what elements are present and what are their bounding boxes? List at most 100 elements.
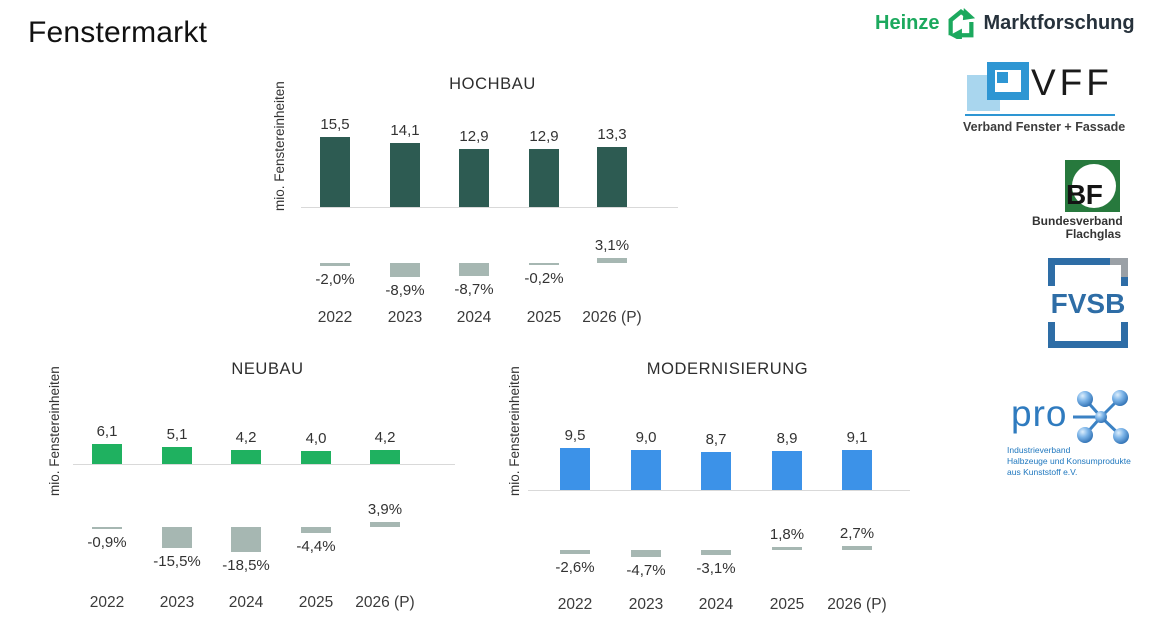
vff-window-inner-square <box>997 72 1008 83</box>
value-label: 9,1 <box>846 428 868 446</box>
year-label: 2024 <box>228 594 264 611</box>
year-label: 2025 <box>298 594 334 611</box>
value-label: 4,2 <box>374 429 396 447</box>
prok-subtitle: Industrieverband Halbzeuge und Konsumpro… <box>1007 445 1138 478</box>
pct-bar <box>92 527 122 529</box>
pct-label: 3,9% <box>367 500 403 518</box>
year-label: 2022 <box>89 594 125 611</box>
bf-subtitle: Bundesverband Flachglas <box>1032 214 1123 241</box>
bf-logo: BF Bundesverband Flachglas <box>1032 160 1123 242</box>
year-label: 2026 (P) <box>827 596 887 613</box>
house-recycle-arrows-icon <box>948 7 976 39</box>
value-label: 4,2 <box>235 429 257 447</box>
chart-modernisierung: mio. Fenstereinheiten MODERNISIERUNG 9,5… <box>495 350 920 618</box>
pct-label: -8,7% <box>454 281 494 299</box>
value-bar <box>231 450 261 464</box>
value-bar <box>301 450 331 464</box>
value-bar <box>390 143 420 207</box>
prok-molecule-icon <box>1073 390 1129 444</box>
pct-bar <box>370 521 400 527</box>
value-label: 12,9 <box>459 127 489 145</box>
pct-label: 3,1% <box>594 237 630 255</box>
pct-label: -0,2% <box>524 269 564 287</box>
pct-bar <box>301 527 331 533</box>
pct-bar <box>772 547 802 550</box>
page-title: Fenstermarkt <box>28 16 208 49</box>
pct-bar <box>320 263 350 267</box>
value-bar <box>701 451 731 490</box>
vff-window-icon <box>987 62 1029 100</box>
prok-wordmark: pro <box>1011 393 1068 434</box>
vff-logo: VFF Verband Fenster + Fassade <box>963 60 1126 138</box>
year-label: 2022 <box>317 309 353 326</box>
bf-green-square-icon <box>1065 160 1120 212</box>
value-label: 6,1 <box>96 422 118 440</box>
pct-bar <box>842 545 872 550</box>
pct-bar <box>597 258 627 263</box>
bf-wordmark: BF <box>1066 179 1103 210</box>
chart-hochbau: mio. Fenstereinheiten HOCHBAU 15,5 -2,0% 2… <box>260 65 685 340</box>
bf-subtitle-line1: Bundesverband <box>1032 214 1123 228</box>
pct-label: -0,9% <box>87 533 127 551</box>
pct-label: 1,8% <box>769 526 805 544</box>
value-bar <box>459 148 489 207</box>
year-label: 2023 <box>628 596 664 613</box>
year-label: 2023 <box>387 309 423 326</box>
pct-bar <box>631 550 661 558</box>
year-label: 2023 <box>159 594 195 611</box>
plot-area: 15,5 -2,0% 2022 14,1 -8,9% 2023 12,9 -8,7% 2024 1… <box>260 65 685 340</box>
x-axis-line <box>301 207 678 208</box>
plot-area: 9,5 -2,6% 2022 9,0 -4,7% 2023 8,7 -3,1% 2024 8,9 1… <box>495 350 920 618</box>
vff-divider <box>965 114 1115 116</box>
fvsb-window-frame-icon <box>1048 258 1128 348</box>
pct-label: -2,0% <box>315 271 355 289</box>
pct-label: -18,5% <box>222 556 270 574</box>
year-label: 2025 <box>526 309 562 326</box>
value-label: 4,0 <box>305 429 327 447</box>
plot-area: 6,1 -0,9% 2022 5,1 -15,5% 2023 4,2 -18,5% 2024 4,… <box>35 350 460 618</box>
year-label: 2024 <box>456 309 492 326</box>
vff-wordmark: VFF <box>1031 62 1113 103</box>
value-label: 5,1 <box>166 426 188 444</box>
year-label: 2024 <box>698 596 734 613</box>
pct-label: -8,9% <box>385 281 425 299</box>
value-bar <box>162 447 192 464</box>
value-label: 12,9 <box>529 127 559 145</box>
year-label: 2026 (P) <box>355 594 415 611</box>
fvsb-wordmark: FVSB <box>1050 288 1126 319</box>
vff-window-pane <box>995 70 1021 92</box>
pct-bar <box>390 263 420 277</box>
year-label: 2022 <box>557 596 593 613</box>
value-bar <box>529 148 559 207</box>
value-label: 9,5 <box>564 427 586 445</box>
value-bar <box>320 136 350 207</box>
prok-subtitle-line3: aus Kunststoff e.V. <box>1007 467 1078 477</box>
value-label: 8,7 <box>705 430 727 448</box>
pct-label: 2,7% <box>839 524 875 542</box>
value-bar <box>560 448 590 490</box>
chart-title: MODERNISIERUNG <box>646 360 809 378</box>
pct-label: -4,4% <box>296 537 336 555</box>
pct-bar <box>560 550 590 554</box>
pct-bar <box>231 527 261 552</box>
value-bar <box>842 449 872 490</box>
pct-bar <box>529 263 559 265</box>
value-bar <box>631 450 661 490</box>
prok-logo: pro Industrieverband <box>1003 385 1138 485</box>
x-axis-line <box>528 490 910 491</box>
value-bar <box>772 450 802 490</box>
pct-label: -15,5% <box>153 552 201 570</box>
pct-bar <box>162 527 192 548</box>
heinze-marktforschung-logo: Heinze Marktforschung <box>875 6 1135 40</box>
chart-title: HOCHBAU <box>449 75 536 93</box>
chart-title: NEUBAU <box>231 360 304 378</box>
x-axis-line <box>73 464 455 465</box>
pct-label: -2,6% <box>555 558 595 576</box>
vff-subtitle: Verband Fenster + Fassade <box>963 120 1126 134</box>
value-bar <box>92 443 122 464</box>
prok-subtitle-line1: Industrieverband <box>1007 445 1071 455</box>
pct-bar <box>701 550 731 555</box>
pct-label: -4,7% <box>626 562 666 580</box>
fvsb-logo: FVSB <box>1048 258 1128 348</box>
